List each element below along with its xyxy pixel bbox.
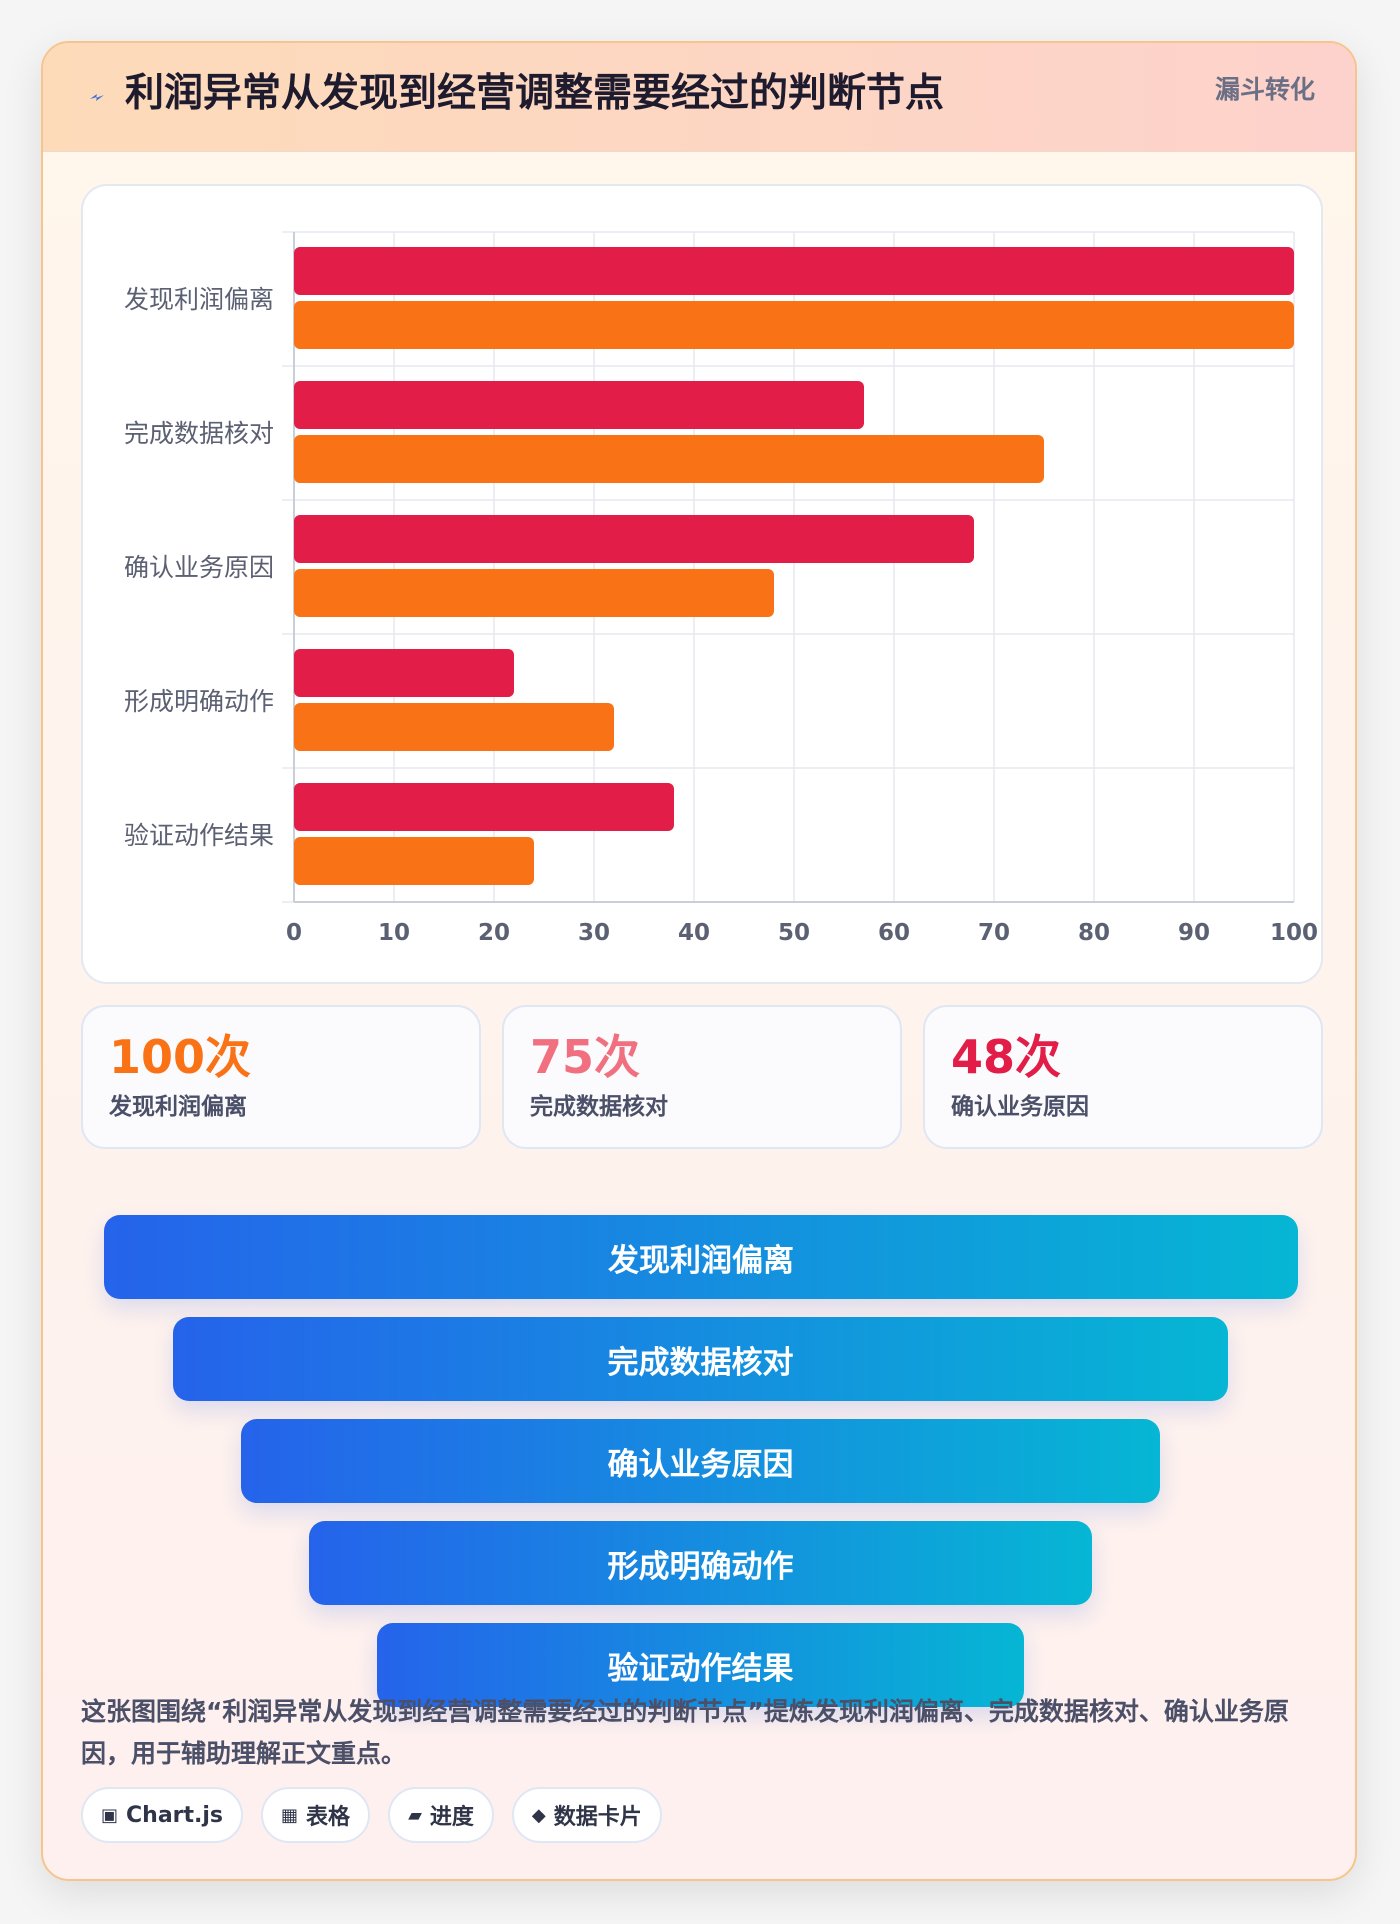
y-tick-label: 验证动作结果 xyxy=(124,821,274,850)
bar-s2-5 xyxy=(294,837,534,885)
chip-label: Chart.js xyxy=(126,1802,224,1828)
stat-value: 75次 xyxy=(530,1030,641,1084)
tech-chips: ▣ Chart.js ▦ 表格 ▰ 进度 ◆ 数据卡片 xyxy=(81,1787,662,1845)
stat-value: 48次 xyxy=(951,1030,1062,1084)
y-tick-label: 形成明确动作 xyxy=(124,687,274,716)
chip-progress[interactable]: ▰ 进度 xyxy=(388,1787,494,1843)
stat-label: 发现利润偏离 xyxy=(109,1094,247,1120)
bar-s2-3 xyxy=(294,569,774,617)
lightning-icon xyxy=(83,83,111,111)
funnel-stage-1: 发现利润偏离 xyxy=(104,1215,1298,1299)
x-tick-label: 90 xyxy=(1178,920,1210,946)
x-tick-label: 40 xyxy=(678,920,710,946)
bar-s1-5 xyxy=(294,783,674,831)
stat-card-1: 100次 发现利润偏离 xyxy=(81,1005,481,1149)
y-tick-label: 发现利润偏离 xyxy=(124,285,274,314)
chart-icon: ▣ xyxy=(101,1804,119,1826)
infographic-card: 利润异常从发现到经营调整需要经过的判断节点 漏斗转化 发现利润偏离 完成数据核对确… xyxy=(41,41,1357,1881)
x-tick-label: 60 xyxy=(878,920,910,946)
bar-chart-panel: 发现利润偏离 完成数据核对 确认业务原因 形成明确动作 验证动作结果 0 10 20 30 40 5… xyxy=(81,184,1323,984)
stat-card-3: 48次 确认业务原因 xyxy=(923,1005,1323,1149)
description-text: 这张图围绕“利润异常从发现到经营调整需要经过的判断节点”提炼发现利润偏离、完成数… xyxy=(81,1697,1289,1768)
stat-value: 100次 xyxy=(109,1030,252,1084)
chip-table[interactable]: ▦ 表格 xyxy=(261,1787,371,1843)
stat-label: 完成数据核对 xyxy=(530,1094,668,1120)
chip-label: 数据卡片 xyxy=(553,1805,642,1830)
bar-s2-1 xyxy=(294,301,1294,349)
card-header: 利润异常从发现到经营调整需要经过的判断节点 漏斗转化 xyxy=(43,43,1355,152)
progress-icon: ▰ xyxy=(408,1804,422,1826)
x-tick-label: 0 xyxy=(286,920,302,946)
x-tick-label: 10 xyxy=(378,920,410,946)
table-icon: ▦ xyxy=(281,1804,299,1826)
chip-label: 表格 xyxy=(306,1805,351,1830)
y-tick-label: 完成数据核对 xyxy=(124,419,274,448)
chip-data-card[interactable]: ◆ 数据卡片 xyxy=(511,1787,662,1843)
bar-s2-2 xyxy=(294,435,1044,483)
stat-cards: 100次 发现利润偏离 75次 完成数据核对 48次 确认业务原因 xyxy=(81,1005,1323,1149)
bar-s2-4 xyxy=(294,703,614,751)
x-tick-label: 20 xyxy=(478,920,510,946)
funnel: 发现利润偏离 完成数据核对 确认业务原因 形成明确动作 验证动作结果 xyxy=(43,1173,1355,1707)
chip-chartjs[interactable]: ▣ Chart.js xyxy=(81,1787,244,1843)
funnel-stage-2: 完成数据核对 xyxy=(173,1317,1228,1401)
x-tick-label: 70 xyxy=(978,920,1010,946)
funnel-stage-4: 形成明确动作 xyxy=(309,1521,1092,1605)
bar-s1-1 xyxy=(294,247,1294,295)
funnel-stage-3: 确认业务原因 xyxy=(241,1419,1160,1503)
bar-s1-2 xyxy=(294,381,864,429)
page-title: 利润异常从发现到经营调整需要经过的判断节点 xyxy=(125,71,945,116)
bar-s1-3 xyxy=(294,515,974,563)
x-tick-label: 30 xyxy=(578,920,610,946)
stat-label: 确认业务原因 xyxy=(951,1094,1089,1120)
funnel-stage-5: 验证动作结果 xyxy=(377,1623,1024,1707)
category-tag: 漏斗转化 xyxy=(1214,75,1315,104)
data-card-icon: ◆ xyxy=(531,1804,546,1826)
x-tick-label: 100 xyxy=(1270,920,1318,946)
chip-label: 进度 xyxy=(429,1805,474,1830)
stat-card-2: 75次 完成数据核对 xyxy=(502,1005,902,1149)
x-tick-label: 50 xyxy=(778,920,810,946)
bar-s1-4 xyxy=(294,649,514,697)
x-tick-label: 80 xyxy=(1078,920,1110,946)
y-tick-label: 确认业务原因 xyxy=(124,553,274,582)
